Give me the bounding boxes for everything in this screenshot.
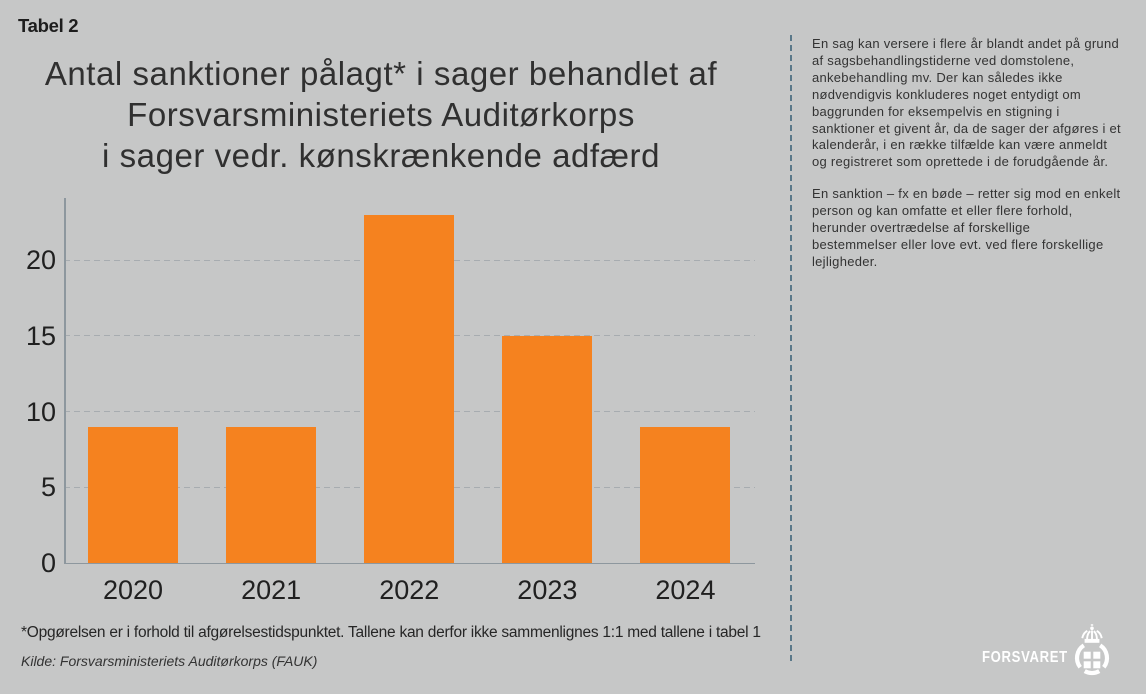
y-axis-tick-label: 20 — [25, 245, 56, 275]
sidebar-paragraph-line: herunder overtrædelse af forskellige — [812, 220, 1031, 236]
x-axis-tick-label: 2024 — [655, 575, 716, 605]
forsvaret-logo-text: FORSVARET — [982, 648, 1068, 666]
sidebar-paragraph-line: kalenderår, i en række tilfælde kan være… — [812, 137, 1108, 153]
bar-2022 — [364, 214, 455, 563]
chart-title: Antal sanktioner pålagt* i sager behandl… — [0, 53, 762, 176]
sidebar-paragraph-line: lejligheder. — [812, 253, 878, 269]
x-axis-tick-label: 2023 — [517, 575, 578, 605]
paragraph-gap — [812, 171, 1130, 186]
sidebar-paragraph-line: ankebehandling mv. Der kan således ikke — [812, 69, 1063, 85]
y-axis-tick-label: 0 — [40, 548, 56, 578]
dashed-divider — [790, 35, 792, 661]
sidebar-paragraph-line: bestemmelser eller love evt. ved flere f… — [812, 236, 1104, 252]
sidebar-paragraph-line: af sagsbehandlingstiderne ved domstolene… — [812, 52, 1075, 68]
y-axis-tick-label: 10 — [25, 396, 56, 427]
sidebar-paragraph-line: sanktioner et givent år, da de sager der… — [812, 120, 1121, 136]
x-axis-tick-label: 2022 — [379, 575, 440, 605]
footnote: *Opgørelsen er i forhold til afgørelsest… — [21, 624, 761, 641]
y-axis-tick-label: 15 — [25, 320, 56, 351]
y-axis-line — [64, 198, 66, 563]
bar-2021 — [226, 426, 317, 563]
forsvaret-crown-emblem-icon — [1074, 624, 1110, 676]
sidebar-paragraph-line: nødvendigvis konkluderes noget entydigt … — [812, 86, 1082, 102]
chart-title-line: Antal sanktioner pålagt* i sager behandl… — [44, 55, 718, 92]
x-axis-line — [64, 562, 755, 564]
table-label: Tabel 2 — [18, 15, 79, 36]
sidebar-paragraph-line: baggrunden for eksempelvis en stigning i — [812, 103, 1060, 119]
sidebar-text: En sag kan versere i flere år blandt and… — [812, 36, 1130, 271]
bar-chart: 0 5 10 15 20 2020 2021 2022 2023 2024 — [25, 198, 755, 605]
x-axis-tick-label: 2021 — [241, 575, 302, 605]
chart-title-line: i sager vedr. kønskrænkende adfærd — [102, 137, 660, 174]
sidebar-paragraph-line: person og kan omfatte et eller flere for… — [812, 203, 1073, 219]
chart-title-line: Forsvarsministeriets Auditørkorps — [127, 96, 635, 133]
y-axis-tick-label: 5 — [40, 472, 56, 503]
bar-2024 — [640, 426, 731, 563]
sidebar-paragraph-line: og registreret som oprettede i de forudg… — [812, 154, 1109, 170]
forsvaret-logo: FORSVARET — [979, 618, 1119, 678]
sidebar-paragraph-line: En sanktion – fx en bøde – retter sig mo… — [812, 186, 1121, 202]
source-note: Kilde: Forsvarsministeriets Auditørkorps… — [21, 653, 318, 669]
sidebar-paragraph-line: En sag kan versere i flere år blandt and… — [812, 36, 1119, 51]
bar-2020 — [88, 426, 179, 563]
bar-2023 — [502, 335, 593, 563]
x-axis-tick-label: 2020 — [103, 575, 164, 605]
